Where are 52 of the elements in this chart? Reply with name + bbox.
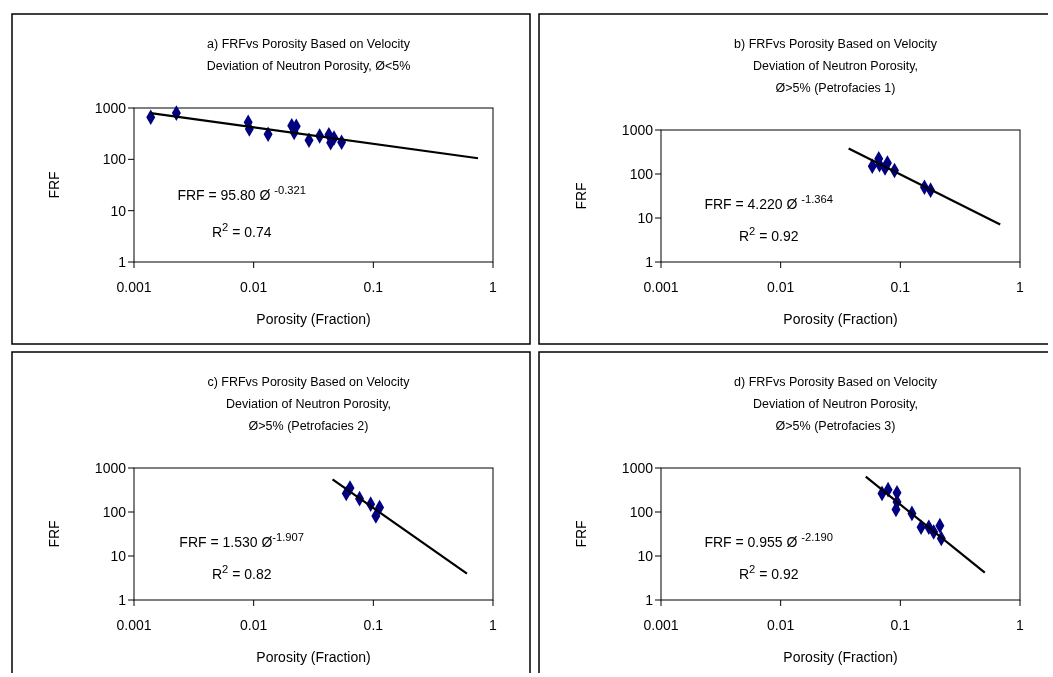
x-tick-label: 0.01 (240, 279, 268, 295)
annotation: FRF = 95.80 Ø $^{-0.321}$ (177, 184, 306, 204)
chart-title: c) FRFvs Porosity Based on Velocity Deviation of Neutron Porosity, Ø>5% (Petrofacies 2) (207, 375, 411, 433)
x-tick-label: 1 (489, 279, 498, 295)
y-tick-label: 1000 (94, 100, 127, 116)
x-axis-title: Porosity (Fraction) (256, 311, 371, 327)
y-tick-label: 1000 (94, 460, 127, 476)
y-tick-label: 1 (118, 592, 127, 608)
chart-title: d) FRFvs Porosity Based on Velocity Deviation of Neutron Porosity, Ø>5% (Petrofacies 3) (734, 375, 938, 433)
x-tick-label: 0.01 (240, 617, 268, 633)
x-tick-label: 1 (1016, 279, 1025, 295)
annotation: FRF = 4.220 Ø $^{-1.364}$ (704, 193, 833, 213)
y-tick-label: 1000 (621, 122, 654, 138)
chart-title: a) FRFvs Porosity Based on Velocity Deviation of Neutron Porosity, Ø<5% (206, 37, 411, 73)
x-tick-label: 0.1 (890, 279, 911, 295)
annotation: R$^{2}$ = 0.74 (211, 221, 272, 241)
y-axis-title: FRF (46, 171, 62, 199)
y-tick-label: 1 (645, 254, 654, 270)
x-tick-label: 1 (489, 617, 498, 633)
x-tick-label: 0.1 (890, 617, 911, 633)
x-axis-title: Porosity (Fraction) (783, 649, 898, 665)
y-tick-label: 1000 (621, 460, 654, 476)
y-axis-title: FRF (46, 520, 62, 548)
x-tick-label: 1 (1016, 617, 1025, 633)
x-tick-label: 0.01 (767, 279, 795, 295)
x-axis-title: Porosity (Fraction) (256, 649, 371, 665)
y-tick-label: 10 (110, 202, 127, 219)
y-tick-label: 100 (102, 151, 127, 168)
x-tick-label: 0.001 (643, 279, 679, 295)
x-tick-label: 0.001 (643, 617, 679, 633)
x-tick-label: 0.1 (363, 617, 384, 633)
y-tick-label: 100 (629, 166, 654, 182)
x-tick-label: 0.001 (116, 279, 152, 295)
y-tick-label: 100 (629, 504, 654, 520)
chart-title: b) FRFvs Porosity Based on Velocity Deviation of Neutron Porosity, Ø>5% (Petrofacies 1) (734, 37, 938, 95)
annotation: R$^{2}$ = 0.92 (738, 224, 799, 244)
y-tick-label: 10 (637, 548, 654, 564)
annotation: FRF = 1.530 Ø$^{-1.907}$ (179, 531, 305, 551)
annotation: FRF = 0.955 Ø $^{-2.190}$ (704, 531, 833, 551)
y-tick-label: 1 (118, 254, 127, 270)
x-axis-title: Porosity (Fraction) (783, 311, 898, 327)
x-tick-label: 0.1 (363, 279, 384, 295)
y-tick-label: 10 (110, 548, 127, 564)
x-tick-label: 0.01 (767, 617, 795, 633)
y-tick-label: 10 (637, 210, 654, 226)
annotation: R$^{2}$ = 0.92 (738, 562, 799, 582)
annotation: R$^{2}$ = 0.82 (211, 562, 272, 582)
y-axis-title: FRF (573, 520, 589, 548)
x-tick-label: 0.001 (116, 617, 152, 633)
y-tick-label: 100 (102, 504, 127, 520)
y-axis-title: FRF (573, 182, 589, 210)
y-tick-label: 1 (645, 592, 654, 608)
